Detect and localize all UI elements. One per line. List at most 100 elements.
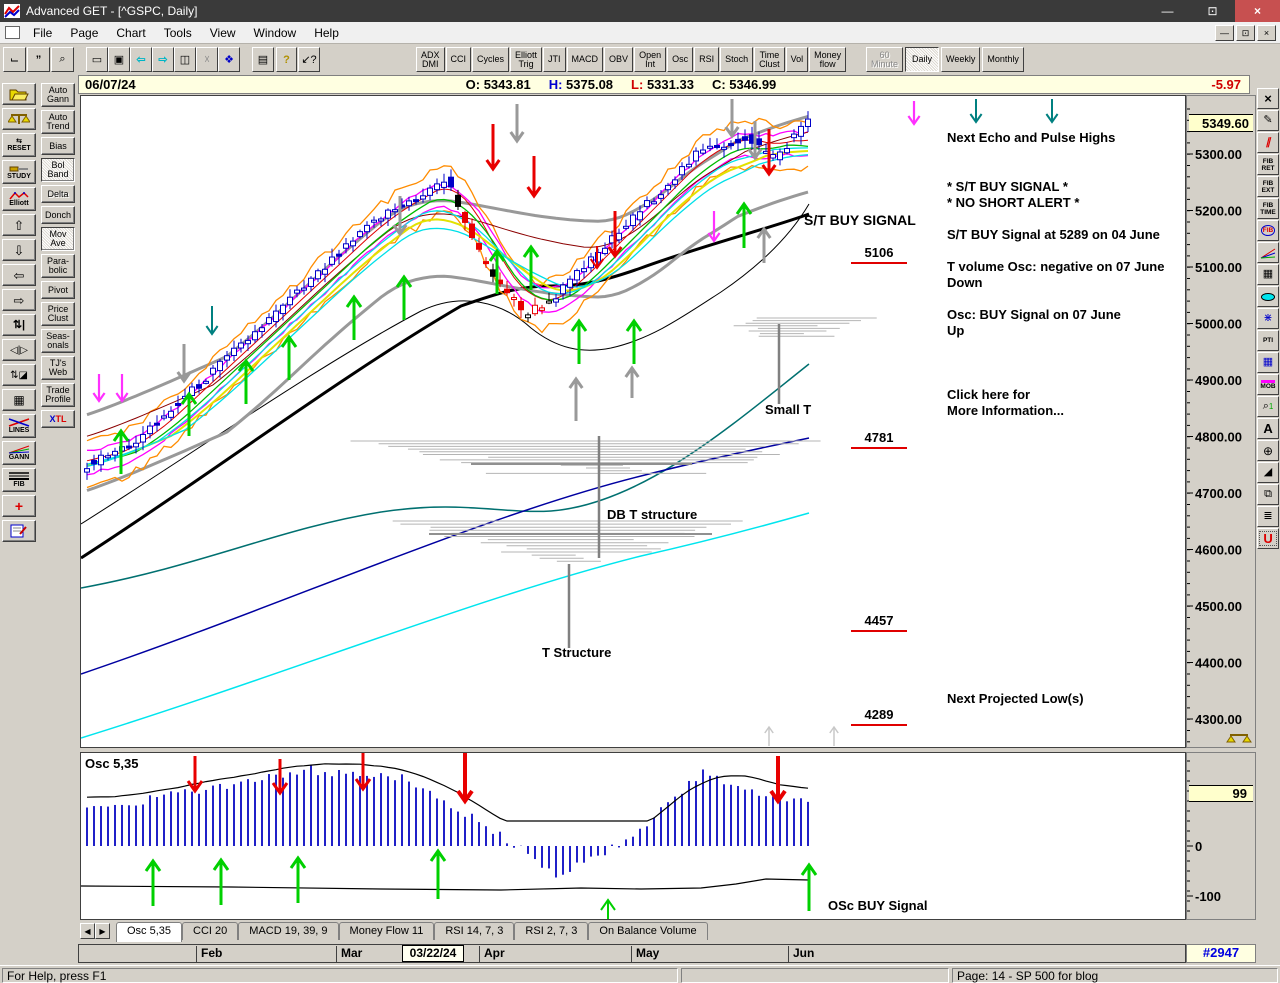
indicator-elliott-trig[interactable]: Elliott Trig xyxy=(510,47,543,72)
tab-money-flow-11[interactable]: Money Flow 11 xyxy=(338,922,435,940)
indicator-obv[interactable]: OBV xyxy=(604,47,634,72)
child-restore-button[interactable]: ⊡ xyxy=(1236,25,1255,41)
rtool-ellipse[interactable] xyxy=(1257,286,1279,307)
minimize-button[interactable]: — xyxy=(1161,4,1174,18)
indicator-stoch[interactable]: Stoch xyxy=(720,47,754,72)
next-page-button[interactable]: ⇨ xyxy=(152,47,174,72)
tab-scroll-left[interactable]: ◀ xyxy=(80,923,95,939)
tab-rsi-2-7-3[interactable]: RSI 2, 7, 3 xyxy=(514,922,589,940)
study-pivot-button[interactable]: Pivot xyxy=(41,281,75,299)
rtool-pencil[interactable]: ✎ xyxy=(1257,110,1279,131)
tool-properties-icon[interactable] xyxy=(2,520,36,542)
indicator-macd[interactable]: MACD xyxy=(566,47,604,72)
tool-open-chart-icon[interactable] xyxy=(2,83,36,105)
annotation-click-here-2[interactable]: More Information... xyxy=(947,403,1064,418)
oscillator-scale[interactable]: 0 -100 99 xyxy=(1186,752,1256,920)
indicator-osc[interactable]: Osc xyxy=(667,47,694,72)
study-delta-button[interactable]: Delta xyxy=(41,185,75,203)
study-xtl-button[interactable]: XTL xyxy=(41,410,75,428)
indicator-money-flow[interactable]: Money flow xyxy=(809,47,847,72)
indicator-adx-dmi[interactable]: ADX DMI xyxy=(416,47,445,72)
rtool-delete-tool[interactable]: × xyxy=(1257,88,1279,109)
context-help-button[interactable]: ↙? xyxy=(298,47,320,72)
tool-arrow-up-icon[interactable]: ⇧ xyxy=(2,214,36,236)
rtool-regression[interactable]: ⋇ xyxy=(1257,308,1279,329)
study-price-clust-button[interactable]: Price Clust xyxy=(41,302,75,326)
menu-view[interactable]: View xyxy=(209,25,236,40)
rtool-fib-circle[interactable]: FIB xyxy=(1257,220,1279,241)
oscillator-panel[interactable]: Osc 5,35 OSc BUY Signal xyxy=(80,752,1186,925)
indicator-cci[interactable]: CCI xyxy=(445,47,472,72)
rtool-text-tool[interactable]: A xyxy=(1257,418,1279,439)
date-axis[interactable]: Feb Mar Apr May Jun 03/22/24 xyxy=(78,944,1186,963)
indicator-open-int[interactable]: Open Int xyxy=(634,47,667,72)
rtool-pti[interactable]: PTI xyxy=(1257,330,1279,351)
save-button[interactable]: ▣ xyxy=(108,47,130,72)
rtool-grid-blue[interactable]: ▦ xyxy=(1257,352,1279,373)
tab-rsi-14-7-3[interactable]: RSI 14, 7, 3 xyxy=(434,922,515,940)
study-bias-button[interactable]: Bias xyxy=(41,137,75,155)
study-tjs-web-button[interactable]: TJ's Web xyxy=(41,356,75,380)
rtool-expand[interactable]: ⧉ xyxy=(1257,484,1279,505)
study-auto-gann-button[interactable]: Auto Gann xyxy=(41,83,75,107)
rtool-fib-retracement[interactable]: FIB RET xyxy=(1257,154,1279,175)
new-chart-button[interactable]: ▭ xyxy=(86,47,108,72)
pointer-tool-button[interactable]: ⌙ xyxy=(3,47,26,72)
tab-scroll-right[interactable]: ▶ xyxy=(95,923,110,939)
tool-arrow-right-icon[interactable]: ⇨ xyxy=(2,289,36,311)
indicator-rsi[interactable]: RSI xyxy=(694,47,720,72)
quote-tool-button[interactable]: ” xyxy=(27,47,50,72)
rtool-eraser[interactable]: ◢ xyxy=(1257,462,1279,483)
study-bol-band-button[interactable]: Bol Band xyxy=(41,158,75,182)
price-axis[interactable]: 5300.00 5200.00 5100.00 5000.00 4900.00 4800.… xyxy=(1186,95,1256,748)
tool-lines[interactable]: LINES xyxy=(2,414,36,438)
menu-chart[interactable]: Chart xyxy=(116,25,146,40)
zoom-tool-button[interactable]: ⌕ xyxy=(51,47,74,72)
rtool-grid-tool[interactable]: ▦ xyxy=(1257,264,1279,285)
indicator-jti[interactable]: JTI xyxy=(543,47,566,72)
price-chart[interactable]: S/T BUY SIGNAL Next Echo and Pulse Highs… xyxy=(80,95,1186,748)
menu-page[interactable]: Page xyxy=(70,25,99,40)
indicator-time-clust[interactable]: Time Clust xyxy=(754,47,785,72)
tool-scales-icon[interactable] xyxy=(2,108,36,130)
scale-lock-icon[interactable] xyxy=(1226,732,1252,745)
tool-crosshair-icon[interactable]: + xyxy=(2,495,36,517)
study-donch-button[interactable]: Donch xyxy=(41,206,75,224)
rtool-value-finder[interactable]: ⌕1 xyxy=(1257,396,1279,417)
tool-study[interactable]: STUDY xyxy=(2,160,36,184)
study-auto-trend-button[interactable]: Auto Trend xyxy=(41,110,75,134)
rtool-fan-lines[interactable] xyxy=(1257,242,1279,263)
timeframe-60-minute[interactable]: 60 Minute xyxy=(866,47,904,72)
study-parabolic-button[interactable]: Para- bolic xyxy=(41,254,75,278)
tool-compress-icon[interactable]: ⇅◪ xyxy=(2,364,36,386)
tab-osc-5-35[interactable]: Osc 5,35 xyxy=(116,922,183,942)
child-close-button[interactable]: × xyxy=(1257,25,1276,41)
rtool-magnet[interactable]: U xyxy=(1257,528,1279,549)
timeframe-monthly[interactable]: Monthly xyxy=(982,47,1024,72)
tool-gann[interactable]: GANN xyxy=(2,441,36,465)
tool-bar-compare-icon[interactable]: ◁|▷ xyxy=(2,339,36,361)
tool-elliott[interactable]: Elliott xyxy=(2,187,36,211)
prev-page-button[interactable]: ⇦ xyxy=(130,47,152,72)
tool-arrow-down-icon[interactable]: ⇩ xyxy=(2,239,36,261)
rtool-pages[interactable]: ≣ xyxy=(1257,506,1279,527)
tab-cci-20[interactable]: CCI 20 xyxy=(182,922,239,940)
study-seasonals-button[interactable]: Seas- onals xyxy=(41,329,75,353)
timeframe-daily[interactable]: Daily xyxy=(905,47,940,72)
tool-fib[interactable]: FIB xyxy=(2,468,36,492)
timeframe-weekly[interactable]: Weekly xyxy=(941,47,981,72)
rtool-zoom-tool[interactable]: ⊕ xyxy=(1257,440,1279,461)
menu-tools[interactable]: Tools xyxy=(163,25,192,40)
window-close-all-button[interactable]: ☓ xyxy=(196,47,218,72)
tool-grid-icon[interactable]: ▦ xyxy=(2,389,36,411)
tool-arrow-left-icon[interactable]: ⇦ xyxy=(2,264,36,286)
menu-window[interactable]: Window xyxy=(253,25,297,40)
study-mov-ave-button[interactable]: Mov Ave xyxy=(41,227,75,251)
window-new-button[interactable]: ❖ xyxy=(218,47,240,72)
print-button[interactable]: ▤ xyxy=(252,47,274,72)
help-button[interactable]: ? xyxy=(276,47,297,72)
window-layout-button[interactable]: ◫ xyxy=(174,47,196,72)
rtool-mob[interactable]: MOB xyxy=(1257,374,1279,395)
tool-bar-step-icon[interactable]: ⇅| xyxy=(2,314,36,336)
indicator-cycles[interactable]: Cycles xyxy=(472,47,510,72)
